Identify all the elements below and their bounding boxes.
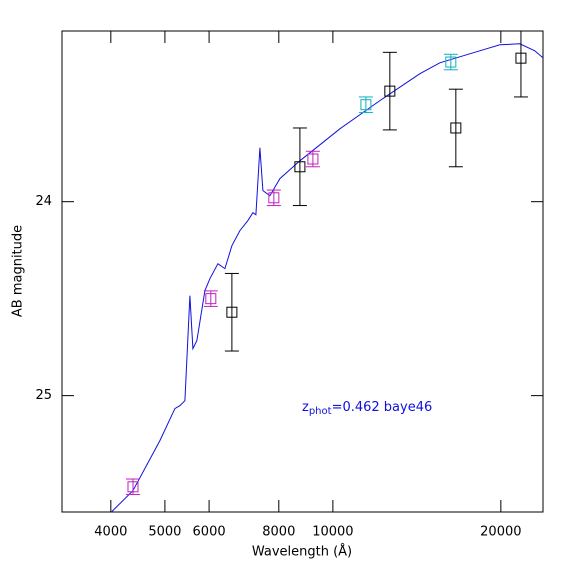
- data-point: [445, 56, 457, 68]
- annotation-rest: =0.462 baye46: [332, 400, 433, 415]
- plot-frame: [61, 30, 544, 513]
- x-axis-label: Wavelength (Å): [252, 544, 352, 560]
- y-axis-label: AB magnitude: [11, 225, 26, 317]
- error-bar: [382, 51, 397, 131]
- x-tick-label: 4000: [94, 525, 127, 540]
- x-tick-label: 8000: [262, 525, 295, 540]
- y-tick-label: 24: [35, 194, 52, 209]
- x-tick-label: 5000: [148, 525, 181, 540]
- annotation: zphot=0.462 baye46: [302, 400, 432, 418]
- data-point: [515, 52, 527, 64]
- x-tick-label: 10000: [312, 525, 353, 540]
- x-tick-label: 20000: [480, 525, 521, 540]
- x-tick-label: 6000: [193, 525, 226, 540]
- data-point: [360, 99, 372, 111]
- data-point: [268, 192, 280, 204]
- error-bar: [292, 127, 307, 207]
- data-point: [226, 306, 238, 318]
- data-point: [294, 161, 306, 173]
- error-bar: [448, 88, 463, 168]
- error-bar: [224, 272, 239, 352]
- model-line: [110, 43, 543, 512]
- annotation-subscript: phot: [309, 406, 332, 417]
- data-point: [384, 85, 396, 97]
- error-bar: [513, 31, 528, 98]
- y-tick-label: 25: [35, 388, 52, 403]
- data-point: [127, 481, 139, 493]
- data-point: [307, 153, 319, 165]
- annotation-base: z: [302, 400, 309, 415]
- data-point: [450, 122, 462, 134]
- data-point: [205, 293, 217, 305]
